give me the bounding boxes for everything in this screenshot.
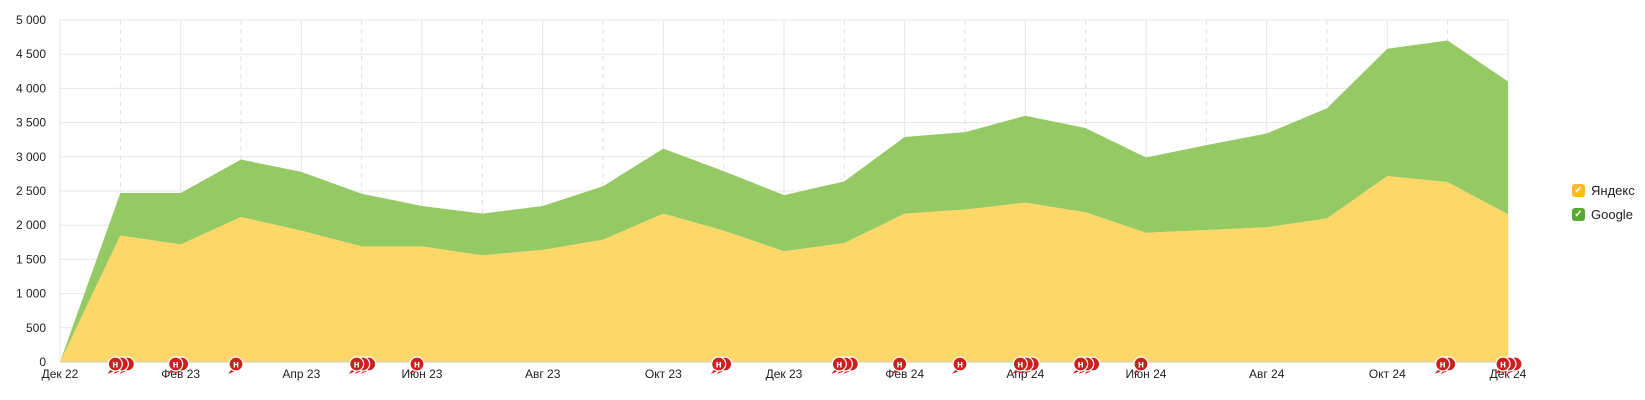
annotation-group: н: [228, 356, 244, 374]
annotation-group: н: [1133, 356, 1149, 374]
annotation-group: н: [952, 356, 968, 374]
legend-item-google[interactable]: ✓ Google: [1572, 202, 1635, 226]
x-tick-label: Окт 24: [1369, 367, 1406, 381]
legend-yandex-checkbox-icon[interactable]: ✓: [1572, 183, 1585, 197]
legend-google-label: Google: [1591, 206, 1633, 222]
note-marker-bubble: [1012, 356, 1028, 372]
annotation-group: н: [348, 356, 377, 374]
y-tick-label: 3 500: [16, 116, 46, 130]
note-marker-letter: н: [1138, 360, 1144, 371]
note-marker-bubble: [1133, 356, 1149, 372]
note-marker-bubble: [952, 356, 968, 372]
y-tick-label: 2 000: [16, 218, 46, 232]
x-tick-label: Авг 23: [525, 367, 561, 381]
x-tick-label: Авг 24: [1249, 367, 1285, 381]
note-marker-letter: н: [173, 360, 179, 371]
legend-yandex-label: Яндекс: [1591, 182, 1635, 198]
note-marker-letter: н: [957, 360, 963, 371]
chart-legend: ✓ Яндекс ✓ Google: [1572, 178, 1635, 226]
note-marker-icon[interactable]: н: [228, 356, 244, 374]
note-marker-letter: н: [112, 360, 118, 371]
note-marker-icon[interactable]: н: [167, 356, 184, 374]
note-marker-letter: н: [1500, 360, 1506, 371]
note-marker-letter: н: [414, 360, 420, 371]
note-marker-letter: н: [1017, 360, 1023, 371]
annotation-group: н: [409, 356, 425, 374]
y-tick-label: 1 000: [16, 287, 46, 301]
annotation-group: н: [831, 356, 859, 374]
y-tick-label: 4 500: [16, 47, 46, 61]
google-area: [60, 40, 1508, 363]
note-marker-icon[interactable]: н: [1434, 356, 1451, 374]
note-marker-letter: н: [716, 360, 722, 371]
note-marker-icon[interactable]: н: [710, 356, 727, 374]
note-marker-letter: н: [354, 360, 360, 371]
legend-google-checkbox-icon[interactable]: ✓: [1572, 207, 1585, 221]
note-marker-bubble: [1435, 356, 1451, 372]
y-tick-label: 4 000: [16, 81, 46, 95]
annotation-group: н: [1012, 356, 1040, 374]
note-marker-letter: н: [897, 360, 903, 371]
x-tick-label: Окт 23: [645, 367, 682, 381]
note-marker-bubble: [168, 356, 184, 372]
note-marker-icon[interactable]: н: [952, 356, 968, 374]
note-marker-icon[interactable]: н: [348, 356, 365, 374]
note-marker-bubble: [107, 356, 123, 372]
note-marker-icon[interactable]: н: [409, 356, 425, 374]
annotation-group: н: [1495, 356, 1523, 374]
y-tick-label: 2 500: [16, 184, 46, 198]
annotation-group: н: [710, 356, 733, 374]
legend-item-yandex[interactable]: ✓ Яндекс: [1572, 178, 1635, 202]
note-marker-icon[interactable]: н: [831, 356, 847, 374]
y-tick-label: 0: [39, 355, 46, 369]
annotation-group: н: [107, 356, 135, 374]
note-marker-bubble: [228, 356, 244, 372]
x-tick-label: Дек 23: [766, 367, 803, 381]
note-marker-icon[interactable]: н: [107, 356, 123, 374]
note-marker-bubble: [409, 356, 425, 372]
note-marker-letter: н: [836, 360, 842, 371]
x-tick-label: Апр 23: [282, 367, 320, 381]
annotation-group: н: [167, 356, 190, 374]
note-marker-icon[interactable]: н: [1133, 356, 1149, 374]
note-marker-icon[interactable]: н: [1072, 356, 1089, 374]
note-marker-letter: н: [1440, 360, 1446, 371]
note-marker-icon[interactable]: н: [1495, 356, 1511, 374]
note-marker-bubble: [349, 356, 365, 372]
x-tick-label: Дек 22: [42, 367, 79, 381]
note-marker-icon[interactable]: н: [891, 356, 908, 374]
note-marker-letter: н: [1078, 360, 1084, 371]
y-tick-label: 500: [26, 321, 46, 335]
annotation-group: н: [891, 356, 908, 374]
note-marker-bubble: [831, 356, 847, 372]
note-marker-letter: н: [233, 360, 239, 371]
yandex-area: [60, 175, 1508, 362]
note-marker-bubble: [1073, 356, 1089, 372]
note-marker-bubble: [1495, 356, 1511, 372]
annotation-group: н: [1434, 356, 1457, 374]
y-tick-label: 5 000: [16, 13, 46, 27]
y-tick-label: 1 500: [16, 252, 46, 266]
note-marker-icon[interactable]: н: [1012, 356, 1028, 374]
note-marker-bubble: [711, 356, 727, 372]
note-marker-bubble: [892, 356, 908, 372]
y-tick-label: 3 000: [16, 150, 46, 164]
annotation-group: н: [1072, 356, 1101, 374]
